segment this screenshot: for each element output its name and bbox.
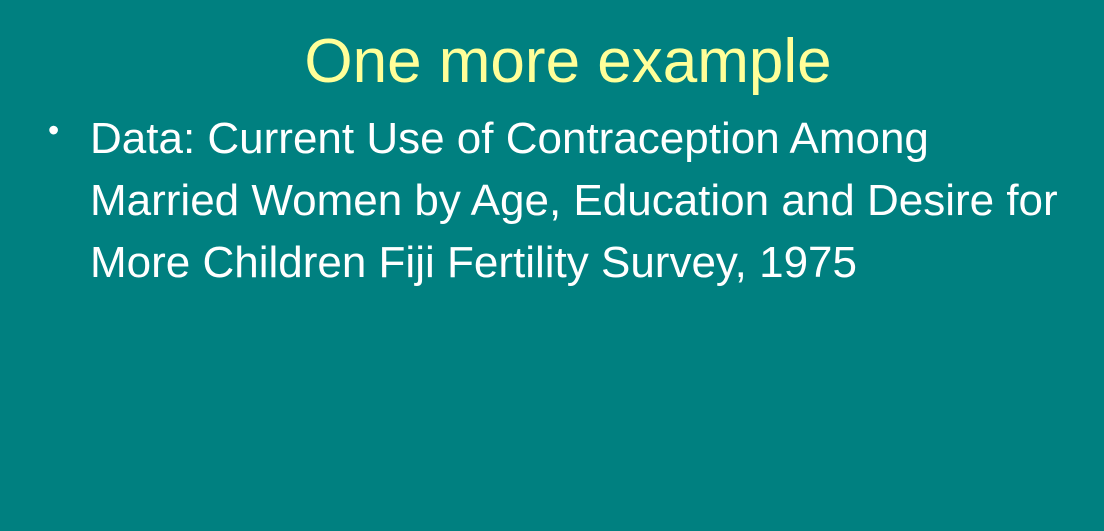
- bullet-text: Data: Current Use of Contraception Among…: [90, 114, 1058, 287]
- bullet-item: • Data: Current Use of Contraception Amo…: [0, 108, 1080, 294]
- bullet-marker-icon: •: [48, 112, 60, 148]
- slide-title: One more example: [304, 27, 832, 96]
- bullet-list: • Data: Current Use of Contraception Amo…: [0, 108, 1104, 294]
